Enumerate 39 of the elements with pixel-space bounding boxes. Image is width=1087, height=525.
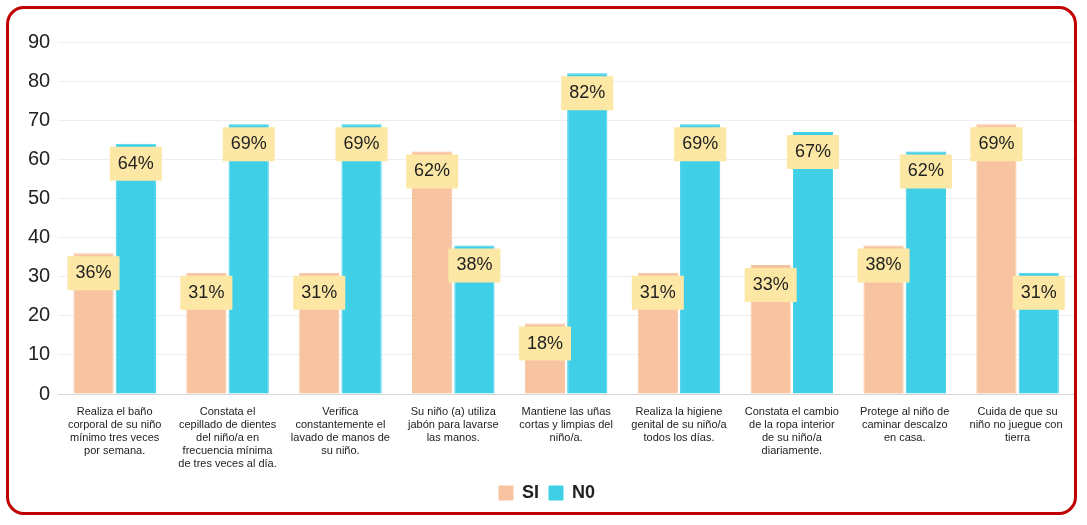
x-tick-label: Realiza el baño corporal de su niño mínimo tres veces por semana. [67,404,162,457]
data-label: 31% [1020,281,1057,302]
x-tick-label: Realiza la higiene genital de su niño/a todos los días. [631,404,728,444]
data-label: 36% [75,262,112,283]
data-label: 62% [907,160,944,181]
y-tick-label: 20 [28,303,51,326]
x-tick-label: Mantiene las uñas cortas y limpias del niño/a. [519,404,613,444]
y-tick-label: 10 [28,342,51,365]
data-label: 64% [117,152,154,173]
data-label: 38% [865,254,902,275]
x-tick-label: Su niño (a) utiliza jabón para lavarse las manos. [407,404,499,444]
y-tick-label: 90 [28,29,51,52]
y-tick-label: 50 [28,185,51,208]
x-tick-label: Constata el cambio de la ropa interior de su niño/a diariamente. [744,404,839,457]
data-label: 18% [526,332,563,353]
data-label: 82% [569,82,606,103]
legend-label: SI [521,481,540,502]
y-tick-label: 30 [28,264,51,287]
y-tick-label: 60 [28,146,51,169]
x-tick-label: Protege al niño de caminar descalzo en casa. [860,404,950,444]
data-label: 69% [343,133,380,154]
data-label: 67% [794,140,832,161]
y-tick-label: 40 [28,225,51,248]
y-tick-label: 70 [28,107,51,130]
data-label: 69% [978,133,1015,154]
data-label: 33% [752,273,789,294]
data-label: 69% [682,133,719,154]
data-label: 38% [456,254,493,275]
data-label: 62% [414,160,451,181]
data-label: 31% [639,281,676,302]
data-label: 31% [188,281,225,302]
x-tick-label: Verifica constantemente el lavado de manos de su niño. [290,404,390,457]
data-label: 31% [301,281,338,302]
y-tick-label: 80 [28,68,51,91]
x-tick-label: Cuida de que su niño no juegue con tierra [969,404,1066,444]
data-label: 69% [230,133,267,154]
y-tick-label: 0 [39,381,51,404]
x-tick-label: Constata el cepillado de dientes del niño/a en frecuencia mínima de tres veces al día. [178,404,277,470]
legend-label: N0 [572,481,596,502]
